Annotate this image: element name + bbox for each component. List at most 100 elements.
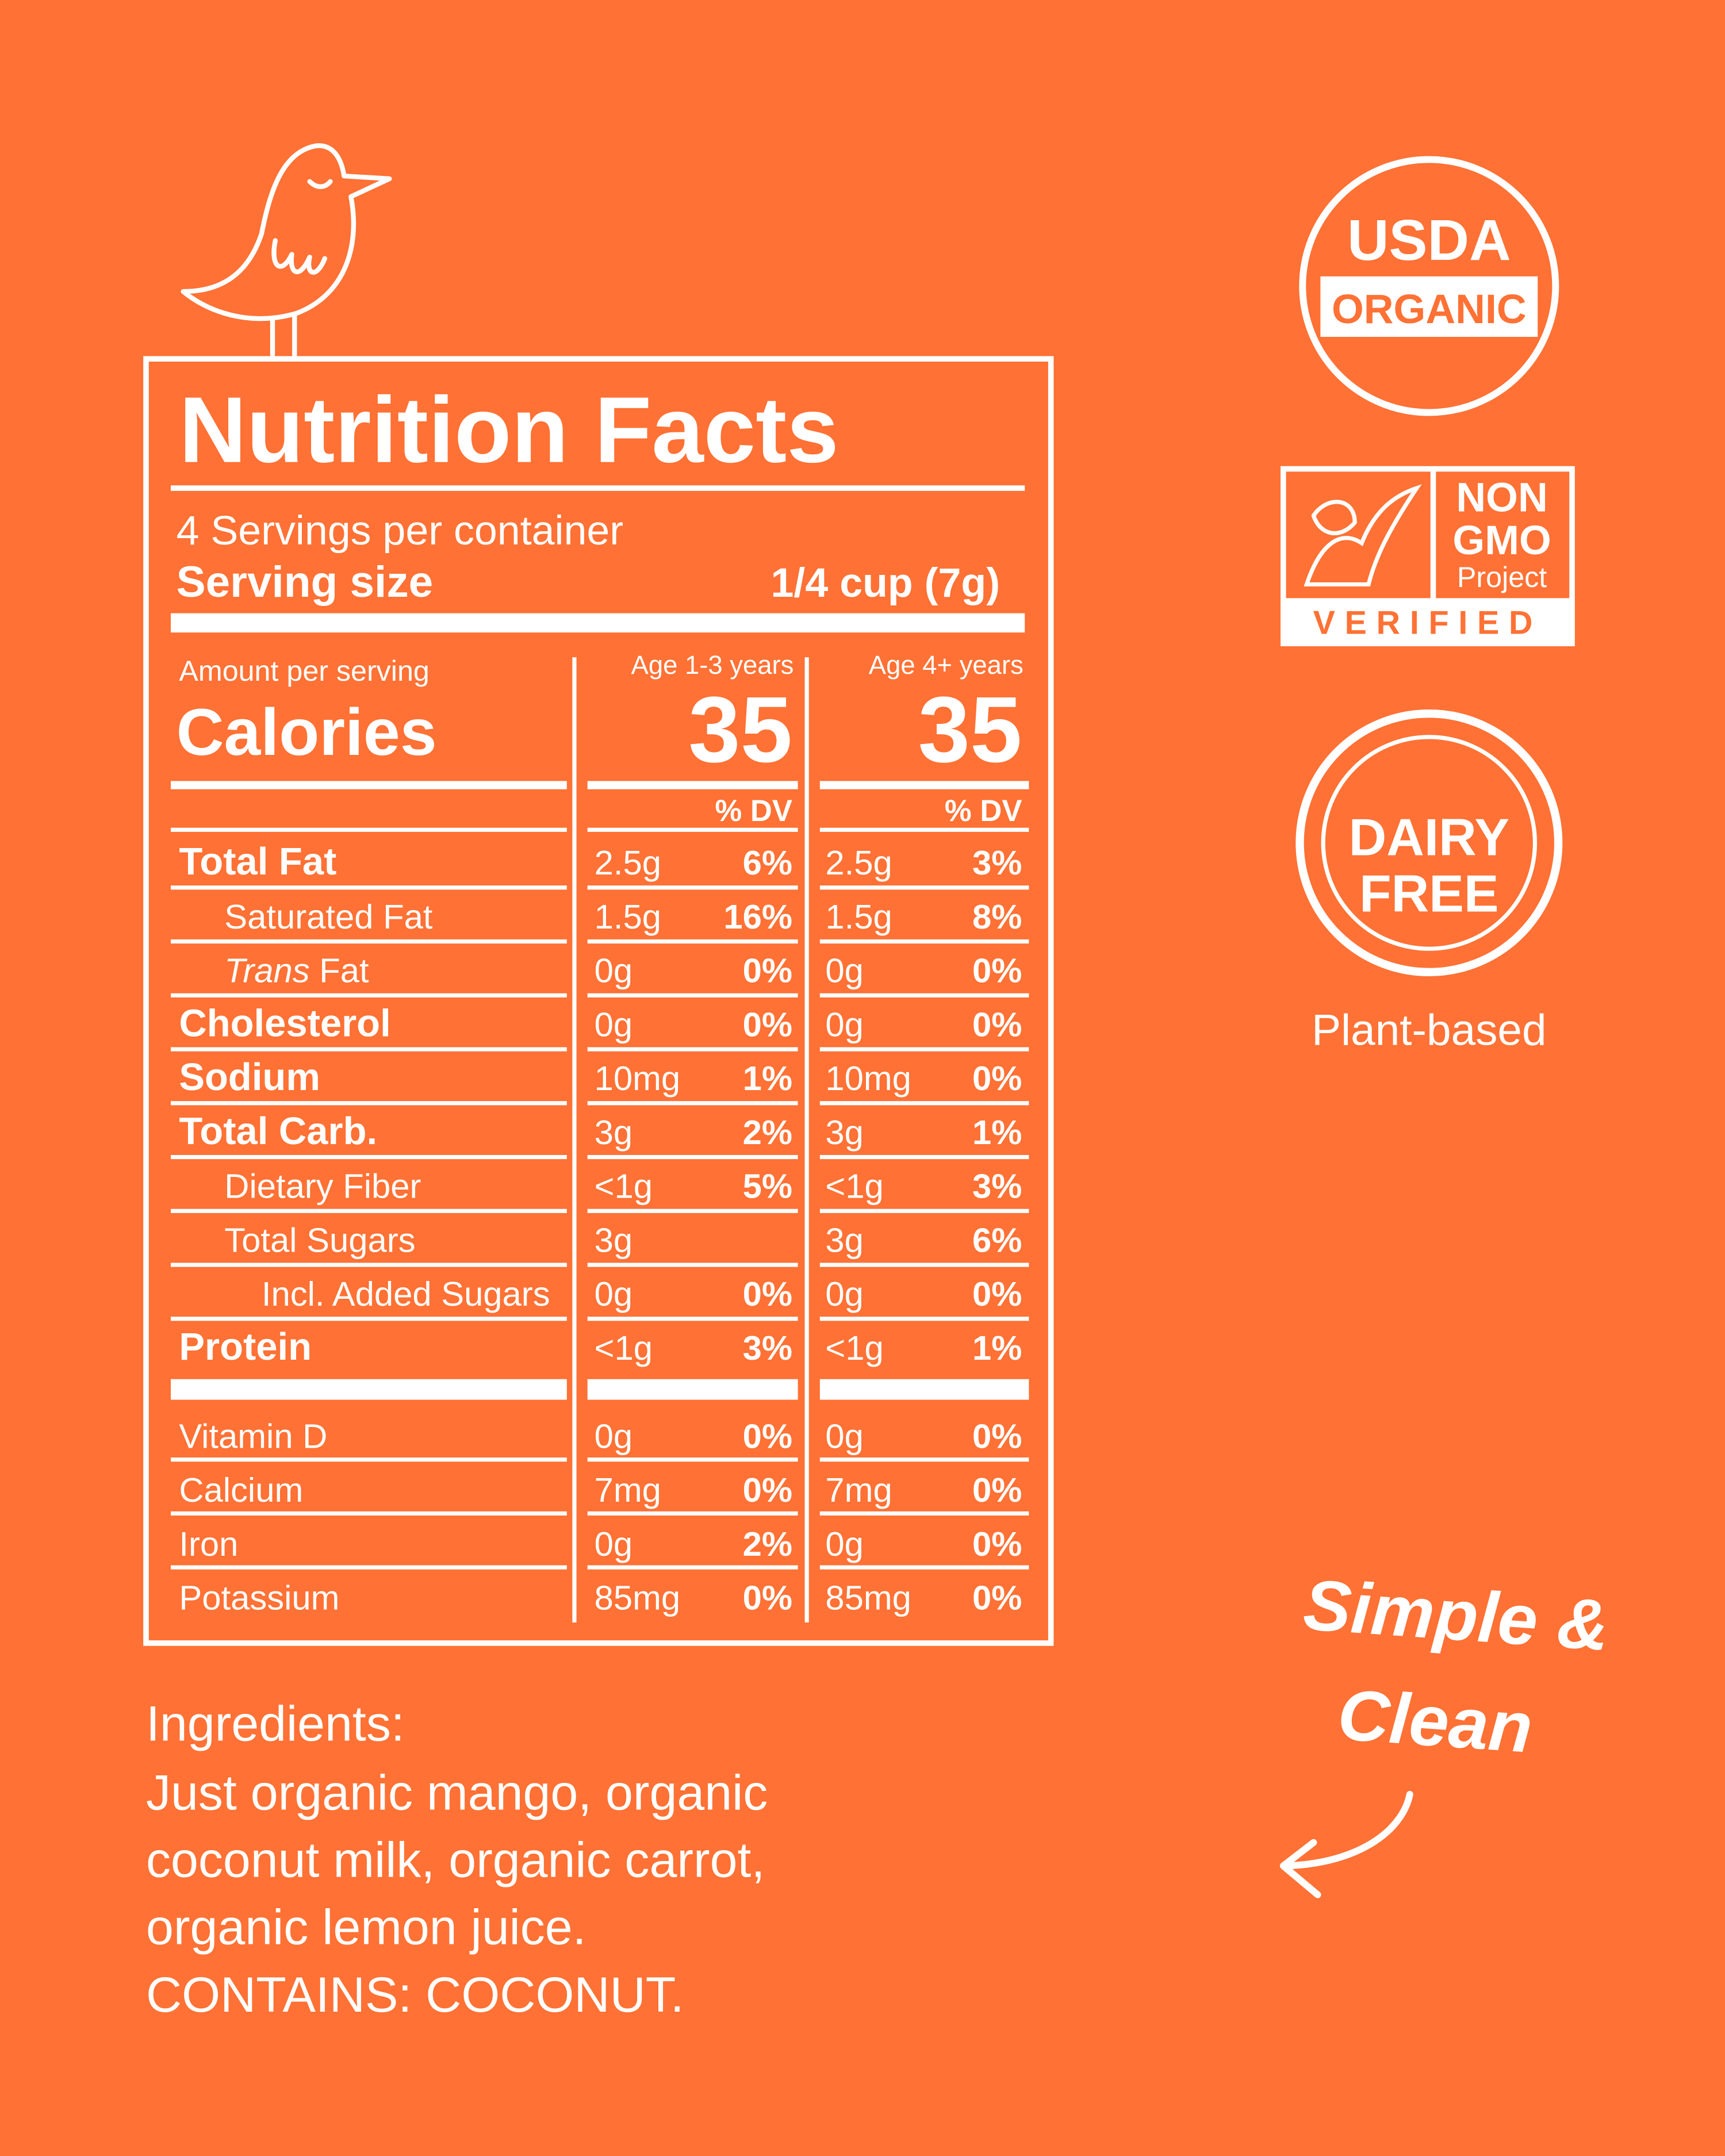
daily-value: 3% [972, 1167, 1022, 1206]
butterfly-icon [1304, 484, 1422, 587]
amount: 0g [595, 1005, 632, 1044]
daily-value: 2% [743, 1113, 792, 1152]
nutrient-name: Total Fat [179, 840, 336, 883]
rule [587, 993, 798, 998]
calories-value: 35 [688, 678, 792, 782]
badge-strip [1283, 598, 1573, 644]
rule [819, 939, 1029, 944]
verified-text: VERIFIED [1313, 605, 1543, 642]
ingredients-line: Just organic mango, organic [146, 1765, 768, 1820]
ingredients-line: organic lemon juice. [146, 1900, 586, 1955]
daily-value: 0% [972, 1005, 1022, 1044]
amount: 3g [825, 1113, 863, 1152]
column-divider [572, 657, 577, 1623]
rule [587, 1379, 798, 1400]
nutrient-name: Potassium [179, 1579, 339, 1617]
rule [587, 939, 798, 944]
rule [171, 781, 567, 789]
rule [819, 885, 1029, 890]
daily-value: 0% [743, 1417, 792, 1455]
rule [587, 1209, 798, 1213]
serving-size-value: 1/4 cup (7g) [771, 560, 1000, 606]
label-frame [143, 356, 1054, 1646]
rule [819, 1511, 1029, 1516]
rule [587, 1101, 798, 1106]
rule [819, 1209, 1029, 1213]
calories-value: 35 [918, 678, 1022, 782]
amount: 0g [825, 1275, 863, 1313]
amount: 0g [595, 952, 632, 990]
rule [819, 781, 1029, 789]
label-border [143, 356, 1054, 1646]
rule [587, 1511, 798, 1516]
rule [587, 1047, 798, 1052]
daily-value: 0% [743, 1005, 792, 1044]
amount: 0g [595, 1525, 632, 1563]
free-text: FREE [1359, 865, 1498, 923]
rule [819, 1101, 1029, 1106]
project-text: Project [1457, 561, 1547, 593]
gmo-text: GMO [1452, 517, 1551, 563]
nutrient-name-rest: Fat [319, 952, 369, 990]
amount: 7mg [825, 1471, 892, 1509]
amount: 3g [595, 1113, 632, 1152]
amount-per-serving: Amount per serving [179, 655, 429, 687]
rule [587, 827, 798, 832]
rule [587, 1457, 798, 1462]
rule [171, 1101, 567, 1106]
column-header: Age 4+ years [869, 650, 1023, 680]
daily-value: 6% [743, 843, 792, 882]
daily-value: 0% [972, 1275, 1022, 1313]
amount: 7mg [595, 1471, 661, 1509]
daily-value: 2% [743, 1525, 792, 1563]
amount: 0g [825, 1005, 863, 1044]
rule [171, 1379, 567, 1400]
rule [587, 781, 798, 789]
rule [171, 1565, 567, 1570]
dv-header: % DV [945, 794, 1022, 828]
nutrient-name: Incl. Added Sugars [262, 1275, 550, 1313]
rule [819, 1154, 1029, 1160]
rule [171, 1457, 567, 1462]
daily-value: 0% [972, 1471, 1022, 1509]
non-text: NON [1456, 475, 1547, 521]
nutrient-name: Calcium [179, 1471, 303, 1509]
rule [171, 885, 567, 890]
amount: <1g [825, 1329, 883, 1367]
servings: 4 Servings per container [177, 508, 624, 554]
daily-value: 3% [972, 843, 1022, 882]
nutrient-name: Cholesterol [179, 1002, 390, 1045]
daily-value: 1% [972, 1329, 1022, 1367]
rule [587, 1565, 798, 1570]
daily-value: 1% [972, 1113, 1022, 1152]
amount: 3g [825, 1221, 863, 1259]
rule [819, 827, 1029, 832]
rule [171, 827, 567, 832]
rule [587, 885, 798, 890]
rule [171, 485, 1025, 491]
rule [171, 1263, 567, 1267]
amount: 0g [825, 1525, 863, 1563]
nutrient-name: Vitamin D [179, 1417, 327, 1455]
thick-rule [171, 613, 1025, 633]
usda-organic-badge: USDA ORGANIC [1299, 156, 1559, 416]
daily-value: 8% [972, 897, 1022, 936]
rule [171, 1511, 567, 1516]
badge-ring [1295, 709, 1563, 977]
amount: 0g [825, 1417, 863, 1455]
amount: 0g [595, 1275, 632, 1313]
rule [171, 1317, 567, 1321]
amount: 0g [825, 952, 863, 990]
label-title: Nutrition Facts [179, 378, 838, 482]
daily-value: 5% [743, 1167, 792, 1206]
dv-header: % DV [715, 794, 792, 828]
non-gmo-badge: NON GMO Project VERIFIED [1281, 466, 1575, 647]
daily-value: 0% [743, 1275, 792, 1313]
rule [819, 993, 1029, 998]
amount: 85mg [595, 1579, 681, 1617]
nutrient-name: Iron [179, 1525, 238, 1563]
badge-band [1320, 276, 1538, 337]
daily-value: 0% [743, 1579, 792, 1617]
